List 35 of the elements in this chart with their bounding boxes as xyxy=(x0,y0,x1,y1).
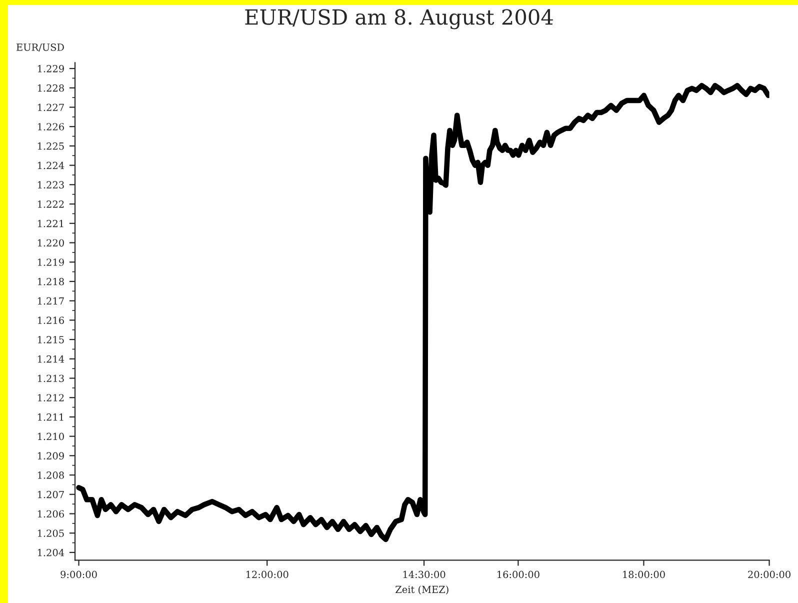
y-tick-label: 1.215 xyxy=(38,336,64,344)
y-tick-label: 1.227 xyxy=(38,104,64,112)
y-tick-label: 1.228 xyxy=(38,84,64,92)
x-axis-title: Zeit (MEZ) xyxy=(396,586,448,594)
y-tick-label: 1.225 xyxy=(38,142,64,150)
y-tick-label: 1.219 xyxy=(38,258,64,266)
chart-title: EUR/USD am 8. August 2004 xyxy=(245,9,553,30)
x-tick-label: 20:00:00 xyxy=(748,570,790,578)
y-axis-title: EUR/USD xyxy=(16,44,64,52)
y-tick-label: 1.210 xyxy=(38,432,64,440)
y-tick-label: 1.222 xyxy=(38,200,64,208)
y-tick-label: 1.209 xyxy=(38,452,64,460)
y-tick-label: 1.208 xyxy=(38,471,64,479)
y-tick-label: 1.206 xyxy=(38,510,64,518)
x-tick-label: 18:00:00 xyxy=(623,570,665,578)
y-tick-label: 1.205 xyxy=(38,530,64,537)
y-tick-label: 1.214 xyxy=(38,355,64,363)
y-tick-label: 1.204 xyxy=(38,548,64,556)
y-tick-label: 1.226 xyxy=(38,123,64,130)
y-tick-label: 1.223 xyxy=(38,181,64,188)
x-tick-label: 9:00:00 xyxy=(60,570,97,578)
y-tick-label: 1.229 xyxy=(38,64,64,72)
y-tick-label: 1.216 xyxy=(38,316,64,324)
x-tick-label: 12:00:00 xyxy=(246,570,288,578)
y-tick-label: 1.217 xyxy=(38,297,64,305)
y-tick-label: 1.211 xyxy=(38,413,64,421)
x-tick-label: 16:00:00 xyxy=(498,570,540,578)
y-tick-label: 1.213 xyxy=(38,374,64,382)
x-tick-label: 14:30:00 xyxy=(403,570,446,578)
y-tick-label: 1.218 xyxy=(38,278,64,286)
y-tick-label: 1.221 xyxy=(38,220,64,228)
y-tick-label: 1.207 xyxy=(38,490,64,498)
y-tick-label: 1.212 xyxy=(38,394,64,402)
y-tick-label: 1.224 xyxy=(38,162,64,170)
y-tick-label: 1.220 xyxy=(38,239,64,247)
